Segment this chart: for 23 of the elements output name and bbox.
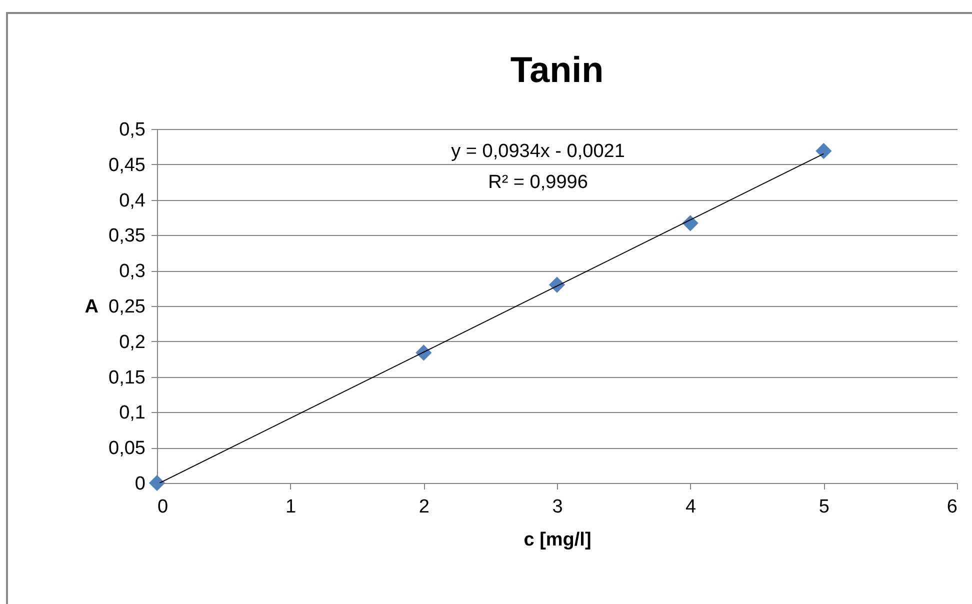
x-tick-label: 3	[552, 496, 563, 518]
y-tick-label: 0,15	[108, 367, 146, 388]
y-tick-label: 0,5	[119, 120, 146, 140]
y-axis-title: A	[84, 296, 99, 318]
annotation: y = 0,0934x - 0,0021	[451, 141, 625, 162]
y-tick-label: 0,25	[108, 296, 146, 318]
y-tick-label: 0,45	[108, 154, 146, 176]
x-tick-label: 0	[158, 496, 168, 518]
x-tick-label: 4	[686, 496, 697, 518]
x-tick-label: 6	[946, 496, 958, 518]
y-tick-label: 0	[134, 474, 146, 494]
y-tick-label: 0,35	[108, 226, 146, 247]
y-tick-label: 0,4	[119, 190, 146, 212]
x-tick-label: 1	[286, 496, 296, 518]
y-tick-label: 0,05	[108, 438, 146, 460]
x-tick-label: 2	[418, 496, 430, 518]
y-tick-label: 0,1	[119, 402, 146, 424]
y-tick-label: 0,2	[119, 332, 146, 353]
x-axis-title: c [mg/l]	[524, 530, 592, 550]
x-tick-label: 5	[818, 496, 830, 518]
chart-title: Tanin	[510, 49, 604, 90]
y-tick-label: 0,3	[119, 261, 146, 282]
annotation: R² = 0,9996	[488, 172, 588, 193]
